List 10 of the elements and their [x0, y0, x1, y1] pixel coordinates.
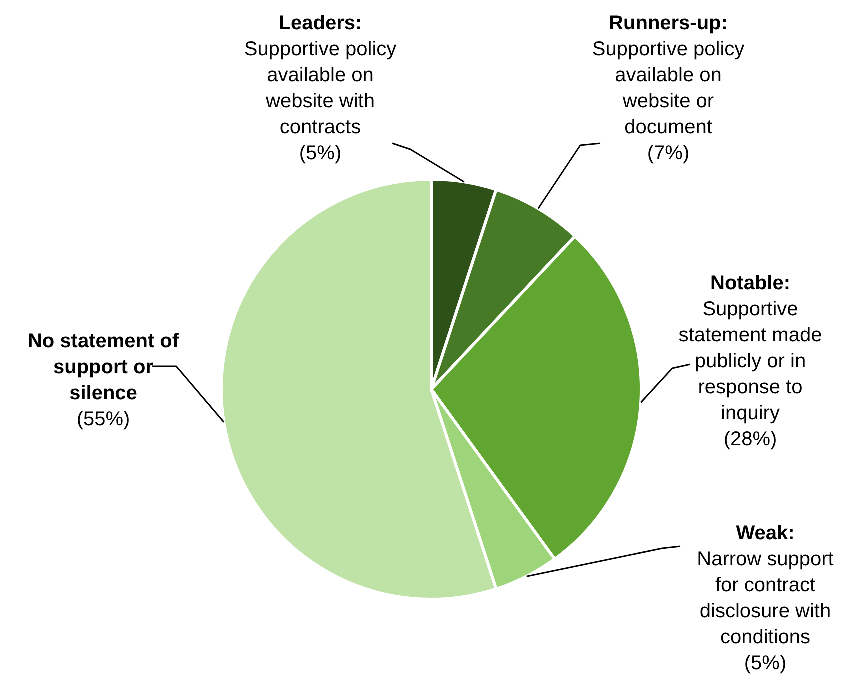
- slice-label: Weak: Narrow support for contract disclosure with conditions: [697, 522, 834, 648]
- slice-label: Leaders: Supportive policy available on website with contracts: [244, 12, 397, 138]
- data-label: (7%): [647, 142, 690, 164]
- slice-label: Notable: Supportive statement made publicly or in response to inquiry: [678, 272, 822, 424]
- slice-label: No statement of support or silence: [28, 330, 180, 404]
- data-label: (55%): [76, 408, 130, 430]
- data-label: (28%): [724, 428, 778, 450]
- slice-label: Runners-up: Supportive policy available on website or document: [592, 12, 745, 138]
- data-label: (5%): [299, 142, 342, 164]
- data-label: (5%): [744, 652, 787, 674]
